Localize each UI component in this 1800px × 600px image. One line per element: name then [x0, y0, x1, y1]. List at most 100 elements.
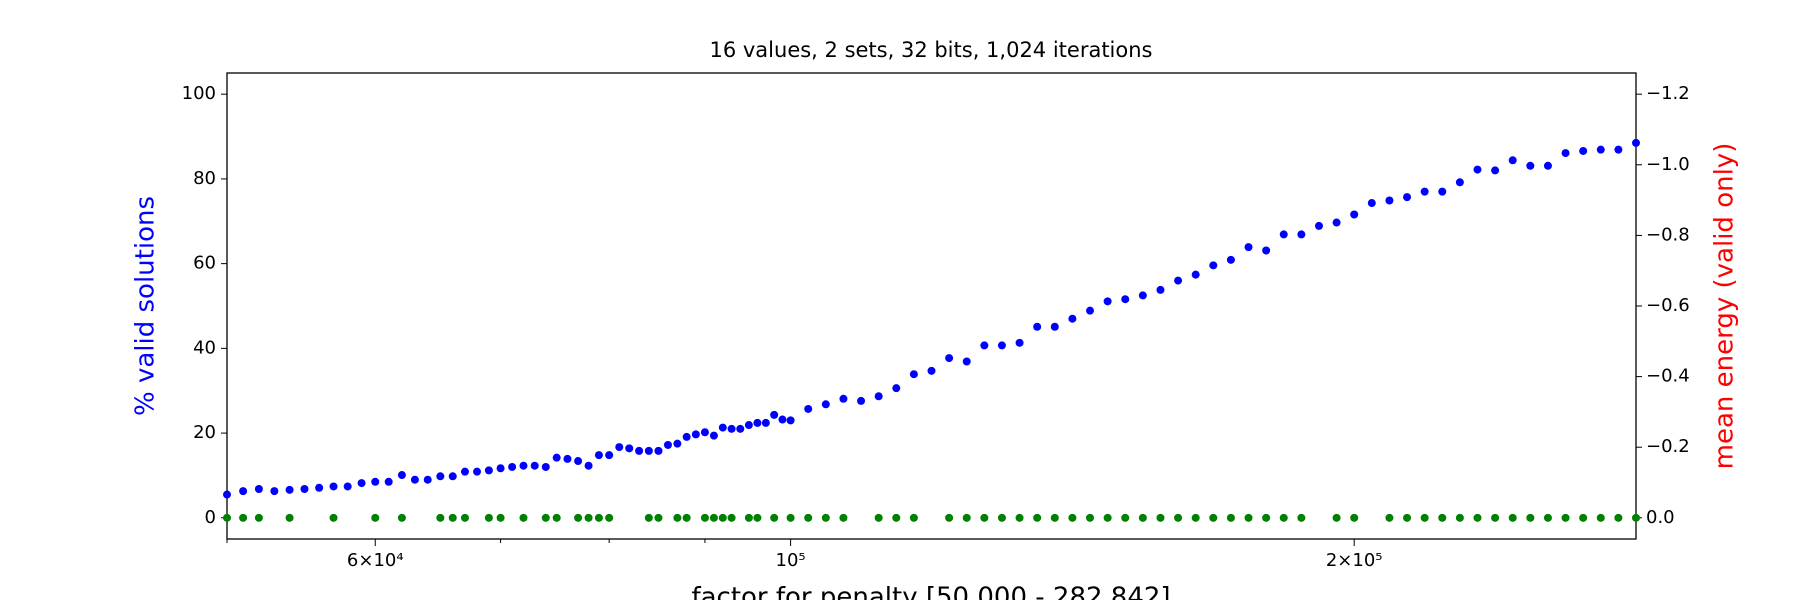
y2-tick-label: −0.6	[1646, 295, 1690, 316]
y-tick-label: 60	[193, 253, 216, 274]
data-point	[552, 513, 561, 522]
data-point	[1068, 314, 1077, 323]
data-point	[1350, 210, 1359, 219]
data-point	[1420, 513, 1429, 522]
data-point	[644, 446, 653, 455]
data-point	[874, 513, 883, 522]
data-point	[1579, 146, 1588, 155]
data-point	[1596, 513, 1605, 522]
data-point	[1473, 513, 1482, 522]
data-point	[682, 432, 691, 441]
y-tick-label: 40	[193, 337, 216, 358]
data-point	[1103, 297, 1112, 306]
data-point	[239, 487, 248, 496]
data-point	[1033, 322, 1042, 331]
data-point	[1526, 513, 1535, 522]
data-point	[778, 415, 787, 424]
data-point	[770, 513, 779, 522]
data-point	[980, 513, 989, 522]
data-point	[1086, 513, 1095, 522]
data-point	[1262, 246, 1271, 255]
y2-tick-label: −0.8	[1646, 224, 1690, 245]
data-point	[541, 513, 550, 522]
data-point	[892, 513, 901, 522]
data-point	[1403, 193, 1412, 202]
data-point	[1455, 178, 1464, 187]
data-point	[530, 461, 539, 470]
data-point	[945, 513, 954, 522]
data-point	[1438, 513, 1447, 522]
data-point	[1262, 513, 1271, 522]
data-point	[673, 439, 682, 448]
data-point	[1138, 291, 1147, 300]
data-point	[584, 461, 593, 470]
y2-tick-label: 0.0	[1646, 507, 1675, 528]
data-point	[329, 513, 338, 522]
data-point	[1033, 513, 1042, 522]
data-point	[1526, 161, 1535, 170]
data-point	[727, 424, 736, 433]
data-point	[448, 472, 457, 481]
y2-tick-label: −1.2	[1646, 83, 1690, 104]
data-point	[1226, 255, 1235, 264]
data-point	[1614, 145, 1623, 154]
data-point	[663, 440, 672, 449]
data-point	[1209, 513, 1218, 522]
data-point	[1403, 513, 1412, 522]
data-point	[285, 485, 294, 494]
data-point	[1156, 285, 1165, 294]
data-point	[1279, 230, 1288, 239]
data-point	[508, 462, 517, 471]
data-point	[1121, 513, 1130, 522]
data-point	[761, 418, 770, 427]
data-point	[605, 451, 614, 460]
data-point	[1015, 513, 1024, 522]
data-point	[1385, 196, 1394, 205]
data-point	[1226, 513, 1235, 522]
data-point	[709, 431, 718, 440]
data-point	[1015, 338, 1024, 347]
data-point	[682, 513, 691, 522]
y-tick-label: 80	[193, 168, 216, 189]
data-point	[727, 513, 736, 522]
data-point	[254, 513, 263, 522]
data-point	[473, 467, 482, 476]
data-point	[709, 513, 718, 522]
data-point	[945, 354, 954, 363]
data-point	[223, 490, 231, 499]
data-point	[1138, 513, 1147, 522]
data-point	[270, 487, 279, 496]
data-point	[1191, 513, 1200, 522]
data-point	[673, 513, 682, 522]
data-point	[718, 423, 727, 432]
data-point	[909, 370, 918, 379]
data-point	[753, 513, 762, 522]
data-point	[1086, 306, 1095, 315]
data-point	[821, 513, 830, 522]
data-point	[484, 513, 493, 522]
data-point	[223, 513, 231, 522]
data-point	[605, 513, 614, 522]
data-point	[1438, 187, 1447, 196]
data-point	[1367, 199, 1376, 208]
data-point	[839, 513, 848, 522]
data-point	[804, 513, 813, 522]
data-point	[909, 513, 918, 522]
data-point	[962, 357, 971, 366]
data-point	[410, 475, 419, 484]
data-point	[654, 513, 663, 522]
data-point	[1491, 166, 1500, 175]
data-point	[1314, 221, 1323, 230]
data-point	[654, 446, 663, 455]
data-point	[300, 485, 309, 494]
y2-tick-label: −0.4	[1646, 366, 1690, 387]
data-point	[384, 477, 393, 486]
x-tick-label: 6×10⁴	[347, 550, 404, 571]
data-point	[962, 513, 971, 522]
data-point	[770, 410, 779, 419]
data-point	[1279, 513, 1288, 522]
data-point	[315, 483, 324, 492]
data-point	[343, 482, 352, 491]
data-point	[753, 418, 762, 427]
